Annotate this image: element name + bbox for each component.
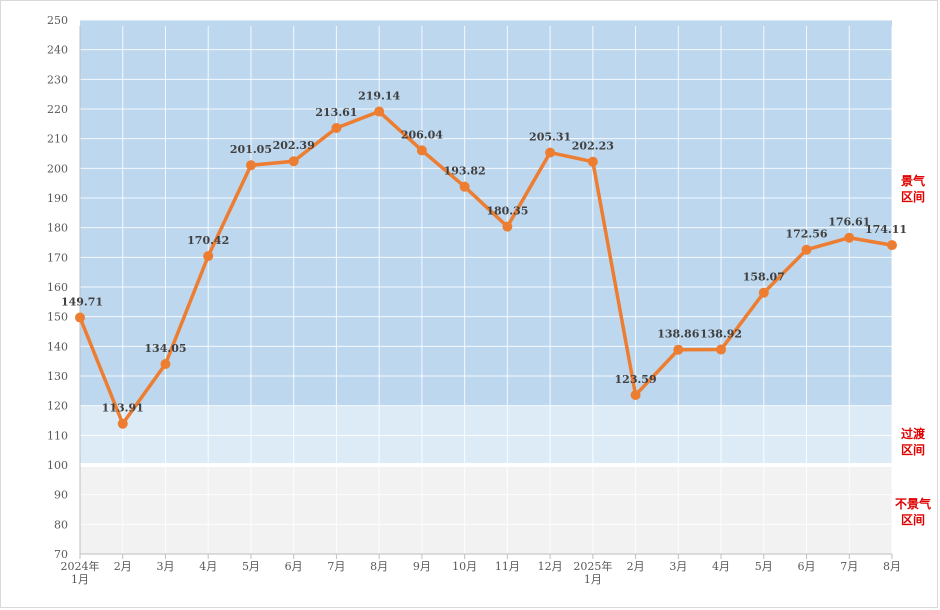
data-point	[374, 106, 385, 117]
zone-label: 不景气区间	[895, 496, 931, 527]
y-tick-label: 140	[47, 340, 68, 353]
x-axis-ticks: 2024年 1月 2月 3月 4月 5月 6月 7月 8月 9月 10月 11月 12月 2025年 1月 2…	[61, 554, 901, 586]
data-label: 205.31	[529, 131, 571, 144]
x-tick-label: 2月	[627, 560, 645, 573]
x-tick-label: 6月	[285, 560, 303, 573]
data-point	[75, 312, 85, 323]
y-tick-label: 110	[47, 429, 68, 442]
x-tick-label: 3月	[156, 560, 174, 573]
data-label: 172.56	[785, 228, 827, 241]
data-label: 206.04	[401, 128, 443, 141]
zone-label: 景气区间	[901, 173, 925, 204]
data-label: 176.61	[828, 216, 870, 229]
y-tick-label: 160	[47, 281, 68, 294]
data-label: 149.71	[61, 296, 103, 309]
y-tick-label: 100	[47, 459, 68, 472]
y-tick-label: 80	[54, 518, 68, 531]
y-tick-label: 220	[47, 103, 68, 116]
data-label: 202.39	[273, 139, 315, 152]
zone-band-0	[80, 20, 892, 406]
x-tick-label: 7月	[327, 560, 345, 573]
y-tick-label: 90	[54, 489, 68, 502]
y-tick-label: 150	[47, 311, 68, 324]
data-label: 170.42	[187, 234, 229, 247]
data-point	[160, 358, 171, 369]
x-tick-label: 9月	[413, 560, 431, 573]
y-tick-label: 250	[47, 14, 68, 27]
data-label: 158.07	[743, 271, 785, 284]
data-point	[416, 145, 427, 156]
data-point	[801, 244, 812, 255]
data-point	[587, 156, 598, 167]
data-point	[245, 160, 256, 171]
x-tick-label: 7月	[840, 560, 858, 573]
data-label: 213.61	[315, 106, 357, 119]
data-label: 202.23	[572, 140, 614, 153]
data-point	[673, 344, 684, 355]
x-tick-label: 12月	[538, 560, 563, 573]
x-tick-label: 8月	[370, 560, 388, 573]
data-labels: 149.71 113.91 134.05 170.42 201.05 202.39 213.…	[61, 90, 907, 415]
series-line	[78, 109, 893, 426]
data-label: 201.05	[230, 143, 272, 156]
data-point	[545, 147, 556, 158]
data-point	[844, 232, 855, 243]
data-label: 138.92	[700, 328, 742, 341]
x-tick-label: 6月	[798, 560, 816, 573]
data-point	[502, 221, 513, 232]
gridlines	[79, 19, 893, 555]
data-point	[887, 240, 897, 251]
y-tick-label: 130	[47, 370, 68, 383]
data-point	[758, 287, 769, 298]
x-tick-label: 2025年 1月	[573, 559, 612, 586]
y-tick-label: 170	[47, 251, 68, 264]
y-tick-label: 120	[47, 400, 68, 413]
y-tick-label: 190	[47, 192, 68, 205]
x-tick-label: 8月	[883, 560, 901, 573]
y-tick-label: 200	[47, 162, 68, 175]
data-point	[331, 122, 342, 133]
x-tick-label: 5月	[242, 560, 260, 573]
y-axis-ticks: 70 80 90 100 110 120 130 140 150 160 170 180 190 200 2…	[47, 14, 68, 561]
data-label: 138.86	[657, 328, 699, 341]
data-point	[117, 418, 128, 429]
x-tick-label: 4月	[199, 560, 217, 573]
data-label: 113.91	[102, 402, 144, 415]
data-point	[716, 344, 727, 355]
data-label: 134.05	[144, 342, 186, 355]
x-tick-label: 5月	[755, 560, 773, 573]
y-tick-label: 180	[47, 222, 68, 235]
data-point	[203, 251, 214, 262]
data-label: 180.35	[486, 205, 528, 218]
x-tick-label: 11月	[495, 560, 520, 573]
data-point	[288, 156, 299, 167]
data-point	[459, 181, 470, 192]
y-tick-label: 210	[47, 133, 68, 146]
data-point	[630, 390, 641, 401]
series-line-group	[75, 106, 897, 429]
data-label: 193.82	[444, 165, 486, 178]
data-label: 219.14	[358, 90, 400, 103]
data-label: 123.59	[615, 373, 657, 386]
y-tick-label: 240	[47, 44, 68, 57]
y-tick-label: 70	[54, 548, 68, 561]
data-label: 174.11	[865, 223, 907, 236]
zone-label: 过渡区间	[901, 426, 926, 457]
x-tick-label: 4月	[712, 560, 730, 573]
x-tick-label: 3月	[669, 560, 687, 573]
x-tick-label: 2024年 1月	[61, 559, 100, 586]
y-tick-label: 230	[47, 73, 68, 86]
zone-band-2	[80, 465, 892, 554]
x-tick-label: 2月	[114, 560, 132, 573]
x-tick-label: 10月	[452, 560, 477, 573]
